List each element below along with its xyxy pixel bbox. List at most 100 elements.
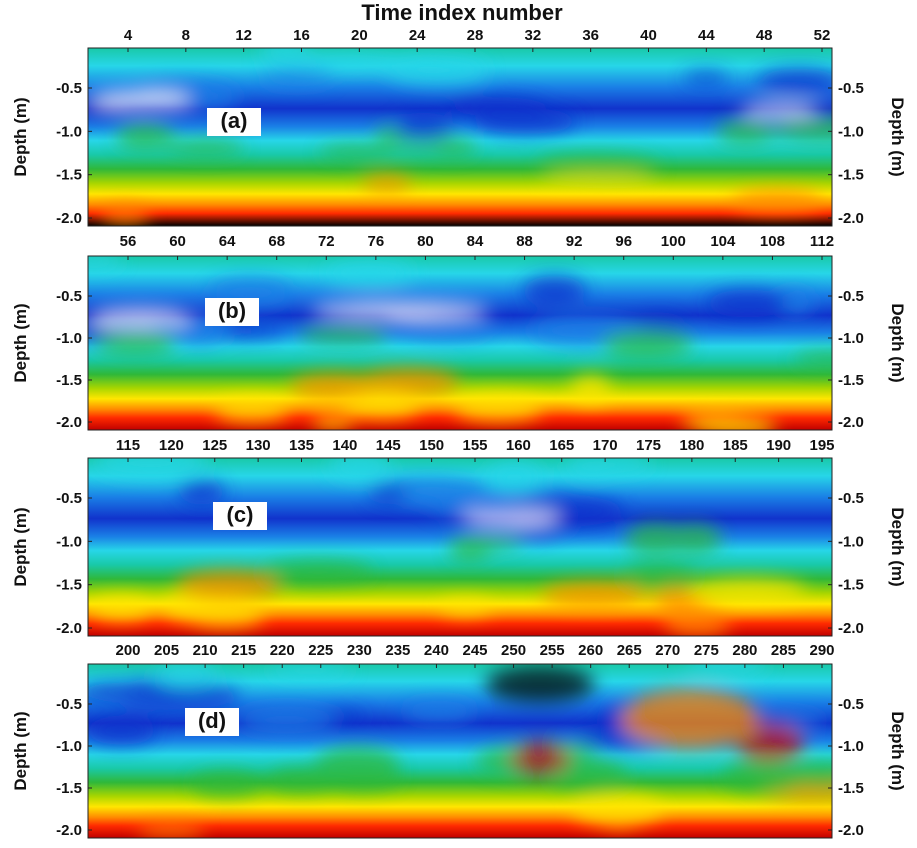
panel-label: (b) (205, 298, 259, 326)
heatmap-field (88, 664, 832, 838)
x-tick-label: 185 (723, 437, 748, 454)
x-tick-label: 40 (640, 27, 657, 44)
y-axis-title-left: Depth (m) (11, 303, 30, 382)
x-tick-label: 100 (661, 233, 686, 250)
panel-label: (c) (213, 502, 267, 530)
y-tick-label-left: -2.0 (56, 822, 82, 839)
x-tick-label: 84 (467, 233, 484, 250)
y-tick-label-left: -1.5 (56, 372, 82, 389)
y-tick-label-left: -1.0 (56, 738, 82, 755)
y-axis-title-left: Depth (m) (11, 711, 30, 790)
x-tick-label: 135 (289, 437, 314, 454)
x-tick-label: 115 (116, 437, 140, 454)
y-tick-label-left: -0.5 (56, 80, 82, 97)
x-tick-label: 64 (219, 233, 236, 250)
x-tick-label: 56 (120, 233, 137, 250)
panel-c: 115 120 125 130 135 140 145 150 155 160 165 170 175 1… (11, 437, 907, 637)
y-tick-label-right: -1.0 (838, 330, 864, 347)
heatmap-field (88, 458, 832, 636)
panel-a: 4 8 12 16 20 24 28 32 36 40 44 48 52-0.5 -0.5-1.0 -1.0… (11, 27, 907, 227)
x-tick-label: 235 (385, 642, 410, 659)
x-tick-label: 285 (771, 642, 796, 659)
x-tick-label: 12 (235, 27, 252, 44)
y-tick-label-left: -1.0 (56, 330, 82, 347)
y-tick-label-left: -1.5 (56, 577, 82, 594)
x-tick-label: 290 (809, 642, 834, 659)
svg-text:(c): (c) (227, 502, 254, 527)
x-tick-label: 175 (636, 437, 661, 454)
x-tick-label: 48 (756, 27, 773, 44)
x-tick-label: 28 (467, 27, 484, 44)
y-tick-label-right: -1.5 (838, 780, 864, 797)
x-tick-label: 125 (202, 437, 227, 454)
y-tick-label-right: -1.5 (838, 577, 864, 594)
y-tick-label-right: -2.0 (838, 822, 864, 839)
x-tick-label: 120 (159, 437, 184, 454)
panel-label: (a) (207, 108, 261, 136)
heatmap-field (88, 48, 832, 226)
x-tick-label: 280 (732, 642, 757, 659)
panel-b: 56 60 64 68 72 76 80 84 88 92 96 100 104 108 112 -0.5 -0… (11, 233, 907, 431)
x-tick-label: 16 (293, 27, 310, 44)
x-tick-label: 220 (270, 642, 295, 659)
y-tick-label-left: -2.0 (56, 210, 82, 227)
x-tick-label: 140 (332, 437, 357, 454)
x-tick-label: 8 (182, 27, 190, 44)
x-tick-label: 260 (578, 642, 603, 659)
x-tick-label: 230 (347, 642, 372, 659)
panel-label: (d) (185, 708, 239, 736)
y-tick-label-left: -2.0 (56, 414, 82, 431)
y-tick-label-right: -1.0 (838, 123, 864, 140)
panel-d: 200 205 210 215 220 225 230 235 240 245 250 255 260 2… (11, 642, 907, 839)
x-tick-label: 72 (318, 233, 335, 250)
y-tick-label-left: -0.5 (56, 288, 82, 305)
x-tick-label: 250 (501, 642, 526, 659)
y-axis-title-left: Depth (m) (11, 507, 30, 586)
y-tick-label-right: -1.0 (838, 533, 864, 550)
y-axis-title-right: Depth (m) (888, 711, 907, 790)
x-tick-label: 96 (615, 233, 632, 250)
y-tick-label-right: -2.0 (838, 620, 864, 637)
x-tick-label: 245 (462, 642, 487, 659)
y-tick-label-left: -1.5 (56, 167, 82, 184)
svg-text:(b): (b) (218, 298, 246, 323)
x-tick-label: 165 (549, 437, 574, 454)
x-tick-label: 112 (810, 233, 834, 250)
heatmap-field (88, 256, 832, 430)
x-tick-label: 32 (524, 27, 541, 44)
x-tick-label: 80 (417, 233, 434, 250)
x-tick-label: 160 (506, 437, 531, 454)
x-tick-label: 145 (376, 437, 401, 454)
y-tick-label-right: -0.5 (838, 696, 864, 713)
x-tick-label: 36 (582, 27, 599, 44)
x-tick-label: 20 (351, 27, 368, 44)
x-tick-label: 60 (169, 233, 186, 250)
x-tick-label: 210 (193, 642, 218, 659)
y-tick-label-right: -1.5 (838, 167, 864, 184)
y-tick-label-left: -1.0 (56, 123, 82, 140)
x-tick-label: 108 (760, 233, 785, 250)
x-tick-label: 240 (424, 642, 449, 659)
x-tick-label: 275 (694, 642, 719, 659)
x-tick-label: 170 (593, 437, 618, 454)
y-axis-title-left: Depth (m) (11, 97, 30, 176)
x-tick-label: 255 (540, 642, 565, 659)
x-tick-label: 225 (308, 642, 333, 659)
y-tick-label-right: -1.5 (838, 372, 864, 389)
x-tick-label: 88 (516, 233, 533, 250)
x-tick-label: 215 (231, 642, 256, 659)
x-tick-label: 4 (124, 27, 133, 44)
panels: 4 8 12 16 20 24 28 32 36 40 44 48 52-0.5 -0.5-1.0 -1.0… (11, 27, 907, 839)
x-tick-label: 190 (766, 437, 791, 454)
x-tick-label: 270 (655, 642, 680, 659)
x-tick-label: 68 (268, 233, 285, 250)
y-axis-title-right: Depth (m) (888, 303, 907, 382)
x-tick-label: 265 (617, 642, 642, 659)
x-tick-label: 104 (710, 233, 736, 250)
y-axis-title-right: Depth (m) (888, 507, 907, 586)
x-tick-label: 155 (462, 437, 487, 454)
x-tick-label: 150 (419, 437, 444, 454)
y-tick-label-left: -0.5 (56, 490, 82, 507)
x-tick-label: 44 (698, 27, 715, 44)
